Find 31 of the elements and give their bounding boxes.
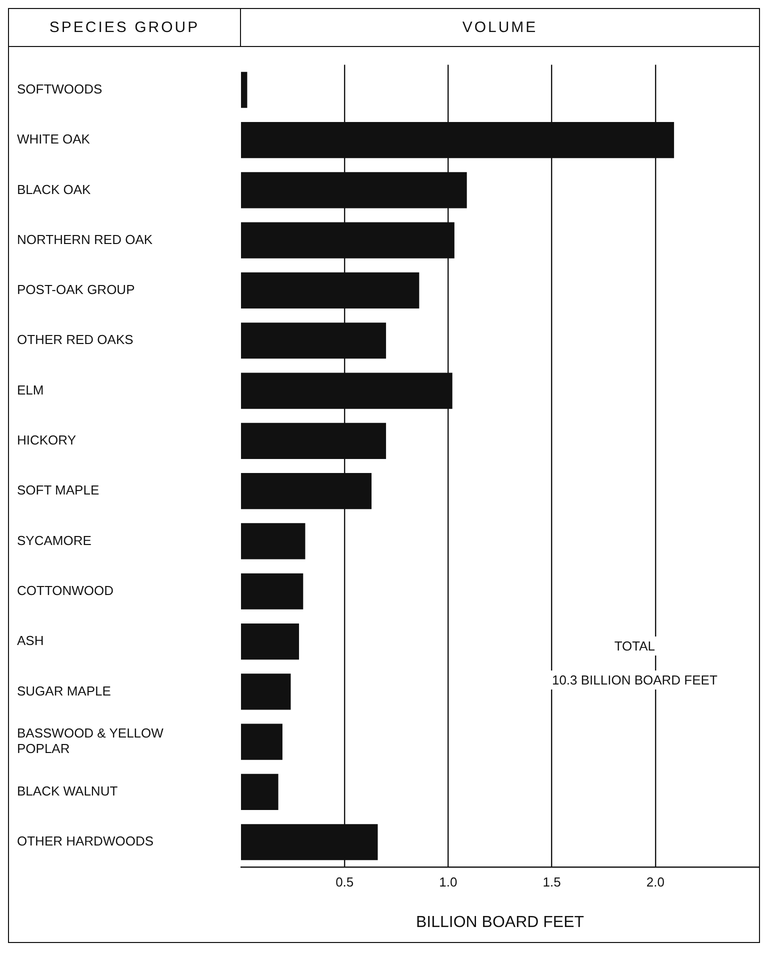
y-tick-label: WHITE OAK <box>17 132 90 147</box>
y-tick-label: SYCAMORE <box>17 532 92 548</box>
bar <box>241 623 300 660</box>
y-tick-label: SUGAR MAPLE <box>17 683 112 698</box>
y-tick-label: ASH <box>17 633 44 648</box>
y-tick-label: NORTHERN RED OAK <box>17 232 153 247</box>
y-tick-label: HICKORY <box>17 432 76 448</box>
chart-title: VOLUME <box>461 18 539 38</box>
y-tick-label: OTHER HARDWOODS <box>17 834 154 849</box>
y-tick-label: BLACK OAK <box>17 182 92 197</box>
y-tick-label: BASSWOOD & YELLOW POPLAR <box>17 726 164 756</box>
x-tick-label: 2.0 <box>646 874 664 890</box>
bar <box>241 774 278 810</box>
bar <box>241 674 291 710</box>
y-tick-label: POST-OAK GROUP <box>17 282 135 298</box>
text: TOTAL 10.3 BILLION BOARD FEET <box>552 638 718 688</box>
x-tick-label: 1.0 <box>439 874 458 890</box>
x-tick-label: 1.5 <box>542 874 561 890</box>
y-tick-label: COTTONWOOD <box>17 582 114 598</box>
y-tick-label: ELM <box>17 382 44 398</box>
bar <box>241 72 248 108</box>
bar <box>241 573 304 610</box>
bar <box>241 523 306 560</box>
x-tick-label: 0.5 <box>336 874 354 890</box>
y-axis-title: SPECIES GROUP <box>9 9 241 46</box>
y-tick-label: BLACK WALNUT <box>17 784 118 799</box>
y-tick-label: SOFTWOODS <box>17 81 103 96</box>
bar <box>241 724 282 760</box>
x-axis-title: BILLION BOARD FEET <box>416 914 584 931</box>
y-tick-label: OTHER RED OAKS <box>17 332 134 348</box>
y-tick-label: SOFT MAPLE <box>17 482 100 498</box>
